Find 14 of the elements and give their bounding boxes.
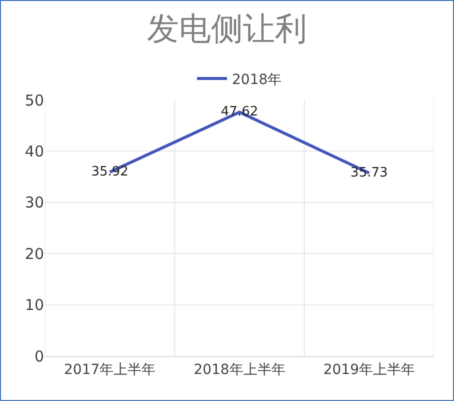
x-tick-label: 2019年上半年 bbox=[323, 362, 415, 378]
y-tick-label: 20 bbox=[24, 244, 44, 263]
x-tick-label: 2018年上半年 bbox=[194, 362, 286, 378]
y-tick-label: 10 bbox=[24, 296, 44, 314]
x-tick-label: 2017年上半年 bbox=[64, 362, 156, 378]
chart-title: 发电侧让利 bbox=[147, 9, 307, 48]
y-tick-label: 50 bbox=[24, 91, 44, 110]
legend-label: 2018年 bbox=[232, 72, 282, 88]
data-label: 35.92 bbox=[91, 164, 128, 180]
data-label: 47.62 bbox=[220, 104, 258, 120]
y-tick-label: 30 bbox=[24, 194, 44, 212]
y-tick-label: 40 bbox=[24, 142, 44, 160]
y-tick-label: 0 bbox=[34, 347, 44, 366]
data-label: 35.73 bbox=[350, 165, 388, 180]
